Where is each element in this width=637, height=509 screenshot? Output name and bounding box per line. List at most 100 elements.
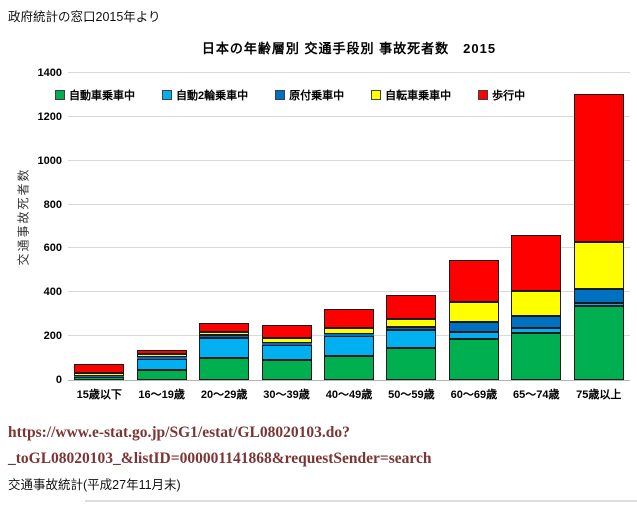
legend-label: 自動車乗車中 bbox=[69, 90, 135, 102]
source-note: 政府統計の窓口2015年より bbox=[8, 10, 161, 24]
bar-segment bbox=[261, 360, 312, 380]
bar-segment bbox=[386, 319, 437, 328]
x-tick-label: 30〜39歳 bbox=[263, 389, 310, 401]
bar-segment bbox=[323, 328, 374, 335]
bar bbox=[323, 309, 374, 380]
bar-segment bbox=[448, 331, 499, 339]
x-axis-labels: 15歳以下 16〜19歳 20〜29歳 30〜39歳 40〜49歳 50〜59歳 60〜69… bbox=[68, 386, 630, 402]
bar-slot bbox=[193, 73, 255, 380]
y-tick-label: 400 bbox=[43, 286, 62, 299]
bar-segment bbox=[323, 334, 374, 336]
bar-segment bbox=[511, 315, 562, 329]
bar bbox=[386, 294, 437, 380]
x-tick-label: 40〜49歳 bbox=[325, 389, 373, 401]
bar-slot bbox=[505, 73, 567, 380]
source-url-line2[interactable]: _toGL08020103_&listID=000001141868&reque… bbox=[8, 450, 432, 467]
bar-segment bbox=[573, 305, 624, 380]
bar-segment bbox=[199, 335, 250, 339]
legend-label: 自転車乗車中 bbox=[385, 90, 452, 102]
legend-label: 歩行中 bbox=[492, 90, 526, 102]
bar-segment bbox=[74, 376, 125, 380]
bar bbox=[199, 322, 250, 380]
x-tick-label: 50〜59歳 bbox=[388, 389, 435, 401]
bar-segment bbox=[386, 348, 437, 380]
bar-slot bbox=[68, 73, 130, 380]
bar-segment bbox=[74, 373, 125, 376]
legend-item: 自動2輪乗車中 bbox=[162, 87, 248, 103]
legend-swatch-icon bbox=[478, 90, 489, 100]
chart-legend: 自動車乗車中 自動2輪乗車中 原付乗車中 自転車乗車中 歩行中 bbox=[55, 87, 525, 103]
stacked-bar-chart: 日本の年齢層別 交通手段別 事故死者数 2015 交通事故死者数 0 200 400… bbox=[0, 30, 637, 415]
legend-item: 自転車乗車中 bbox=[371, 87, 451, 103]
bar-segment bbox=[136, 349, 187, 355]
bar-segment bbox=[386, 327, 437, 330]
x-tick-label: 65〜74歳 bbox=[513, 389, 560, 401]
source-url-line1[interactable]: https://www.e-stat.go.jp/SG1/estat/GL080… bbox=[8, 424, 350, 441]
bar-segment bbox=[261, 343, 312, 346]
bar-segment bbox=[386, 329, 437, 349]
bar-segment bbox=[261, 338, 312, 344]
bar bbox=[261, 324, 312, 380]
bar-segment bbox=[511, 328, 562, 334]
gridline bbox=[68, 247, 630, 249]
bar-segment bbox=[261, 324, 312, 339]
y-axis-ticks: 0 200 400 600 800 1000 1200 1400 bbox=[18, 67, 62, 386]
gridline bbox=[68, 159, 630, 161]
bar bbox=[74, 364, 125, 380]
bar-segment bbox=[136, 354, 187, 358]
bar-segment bbox=[448, 339, 499, 380]
x-tick-label: 60〜69歳 bbox=[450, 389, 498, 401]
bars-container bbox=[68, 73, 630, 380]
legend-swatch-icon bbox=[162, 90, 172, 100]
y-tick-label: 1400 bbox=[37, 67, 62, 79]
bar-segment bbox=[573, 303, 624, 306]
gridline bbox=[68, 203, 630, 205]
bar-segment bbox=[136, 357, 187, 360]
bar-slot bbox=[443, 73, 505, 380]
bar-segment bbox=[448, 301, 499, 322]
bar-segment bbox=[199, 331, 250, 336]
bar-slot bbox=[318, 73, 380, 380]
bar-segment bbox=[136, 369, 187, 380]
bar-segment bbox=[199, 358, 250, 380]
legend-label: 原付乗車中 bbox=[289, 90, 345, 102]
bar-segment bbox=[573, 94, 624, 242]
bar-segment bbox=[448, 260, 499, 302]
bar-segment bbox=[199, 322, 250, 332]
legend-item: 歩行中 bbox=[478, 87, 525, 103]
x-tick-label: 15歳以下 bbox=[76, 389, 122, 401]
bar-slot bbox=[255, 73, 317, 380]
legend-swatch-icon bbox=[55, 90, 65, 100]
bar-slot bbox=[568, 73, 630, 380]
plot-area bbox=[68, 72, 630, 381]
legend-swatch-icon bbox=[275, 90, 286, 100]
chart-title: 日本の年齢層別 交通手段別 事故死者数 2015 bbox=[201, 41, 497, 56]
x-tick-label: 20〜29歳 bbox=[200, 389, 248, 401]
bar-slot bbox=[380, 73, 442, 380]
bar-segment bbox=[511, 333, 562, 380]
y-tick-label: 1200 bbox=[37, 110, 62, 123]
bar-segment bbox=[386, 294, 437, 320]
footer-divider bbox=[85, 500, 637, 502]
bar-segment bbox=[136, 359, 187, 370]
bar-segment bbox=[261, 345, 312, 361]
legend-item: 自動車乗車中 bbox=[55, 87, 135, 103]
bar-segment bbox=[511, 235, 562, 292]
bar-segment bbox=[323, 309, 374, 329]
x-tick-label: 75歳以上 bbox=[576, 389, 622, 401]
gridline bbox=[68, 115, 630, 117]
gridline bbox=[68, 291, 630, 293]
bar-segment bbox=[573, 289, 624, 304]
y-tick-label: 1000 bbox=[37, 154, 62, 167]
bar bbox=[136, 349, 187, 380]
bar bbox=[573, 94, 624, 380]
bar-segment bbox=[511, 291, 562, 316]
bar bbox=[511, 235, 562, 380]
bar-slot bbox=[130, 73, 192, 380]
footer-caption: 交通事故統計(平成27年11月末) bbox=[8, 478, 181, 492]
source-url-link[interactable]: https://www.e-stat.go.jp/SG1/estat/GL080… bbox=[8, 420, 432, 472]
bar-segment bbox=[573, 241, 624, 290]
y-tick-label: 0 bbox=[55, 374, 62, 386]
x-tick-label: 16〜19歳 bbox=[138, 389, 185, 401]
